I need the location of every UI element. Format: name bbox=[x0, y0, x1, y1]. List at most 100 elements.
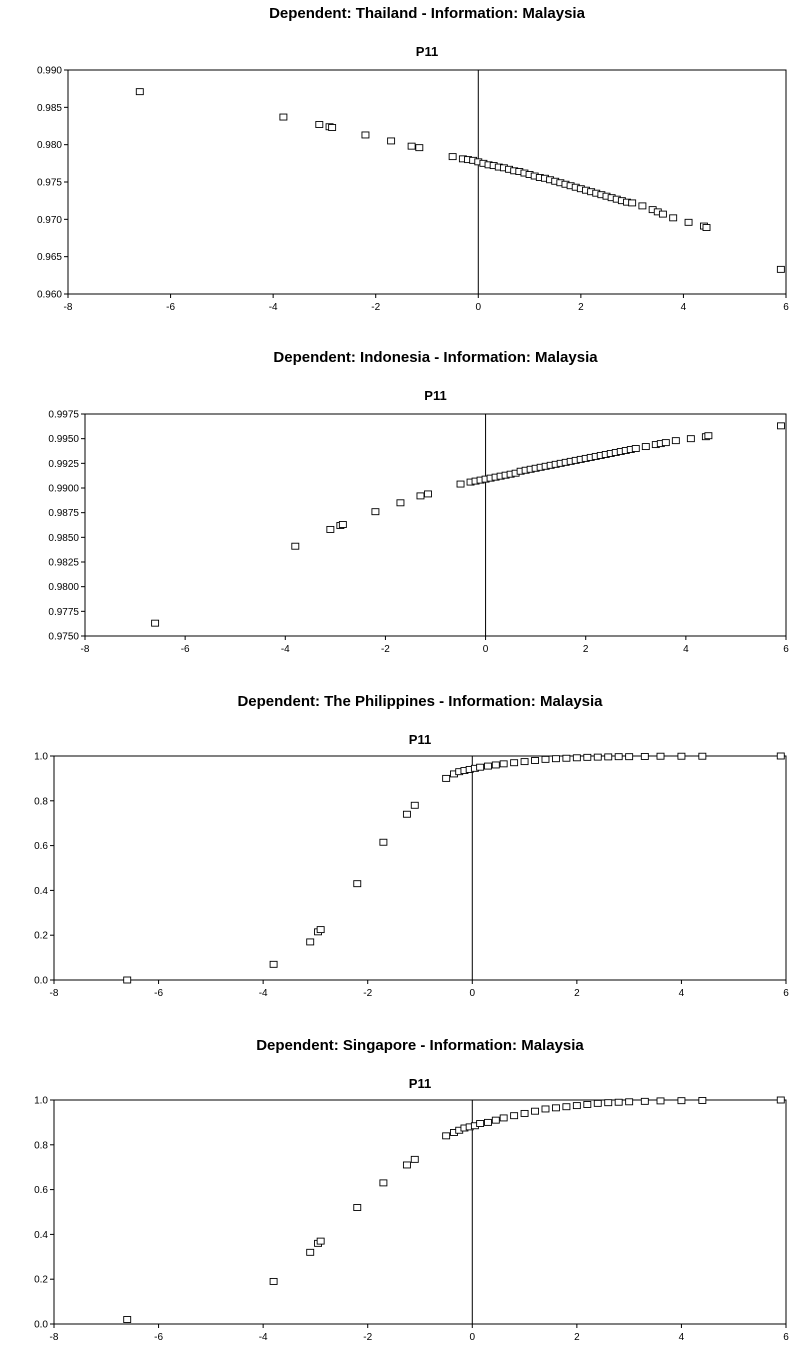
y-tick-label: 0.9975 bbox=[48, 410, 79, 421]
data-point bbox=[614, 1098, 623, 1106]
x-tick-label: 6 bbox=[783, 988, 789, 999]
y-tick-label: 0.9900 bbox=[48, 484, 79, 495]
x-tick-label: 4 bbox=[681, 302, 687, 313]
data-point bbox=[510, 759, 519, 767]
y-tick-label: 0.6 bbox=[34, 1185, 48, 1196]
x-tick-label: 2 bbox=[574, 1332, 580, 1343]
x-tick-label: -8 bbox=[50, 988, 59, 999]
y-tick-label: 0.4 bbox=[34, 1230, 48, 1241]
x-tick-label: -4 bbox=[269, 302, 278, 313]
data-point bbox=[316, 1237, 325, 1245]
y-tick-label: 0.985 bbox=[37, 103, 62, 114]
data-point bbox=[614, 753, 623, 761]
data-point bbox=[279, 113, 288, 121]
chart-title: Dependent: Singapore - Information: Mala… bbox=[256, 1037, 584, 1054]
data-point bbox=[625, 1098, 634, 1106]
y-tick-label: 0.990 bbox=[37, 66, 62, 77]
data-point bbox=[371, 508, 380, 516]
data-point bbox=[328, 124, 337, 131]
x-tick-label: -2 bbox=[363, 1332, 372, 1343]
plot-frame bbox=[53, 755, 787, 981]
data-point bbox=[484, 1118, 492, 1126]
data-point bbox=[416, 492, 425, 500]
chart-title: Dependent: Indonesia - Information: Mala… bbox=[273, 349, 598, 366]
data-point bbox=[353, 880, 362, 888]
y-tick-label: 0.9775 bbox=[48, 607, 79, 618]
x-tick-label: 4 bbox=[679, 988, 685, 999]
data-point bbox=[686, 435, 695, 443]
y-tick-label: 0.8 bbox=[34, 1140, 48, 1151]
y-tick-label: 0.975 bbox=[37, 178, 62, 189]
data-point bbox=[531, 757, 539, 764]
x-tick-label: -4 bbox=[281, 644, 290, 655]
y-tick-label: 0.9850 bbox=[48, 533, 79, 544]
data-point bbox=[551, 755, 560, 763]
data-point bbox=[562, 754, 571, 762]
chart-panel-2: Dependent: Indonesia - Information: Mala… bbox=[48, 349, 789, 655]
data-point bbox=[520, 1109, 529, 1117]
data-point bbox=[491, 1116, 500, 1124]
data-point bbox=[410, 1155, 419, 1163]
y-tick-label: 0.0 bbox=[34, 1320, 48, 1331]
x-tick-label: 0 bbox=[476, 302, 482, 313]
data-point bbox=[661, 439, 670, 447]
data-point bbox=[123, 1316, 132, 1323]
x-tick-label: -6 bbox=[181, 644, 190, 655]
y-tick-label: 1.0 bbox=[34, 1096, 48, 1107]
data-point bbox=[541, 755, 550, 763]
data-point bbox=[387, 137, 396, 145]
chart-subtitle: P11 bbox=[409, 732, 431, 747]
chart-title: Dependent: Thailand - Information: Malay… bbox=[269, 5, 586, 22]
data-point bbox=[476, 763, 485, 771]
y-tick-label: 0.4 bbox=[34, 886, 48, 897]
x-tick-label: -2 bbox=[363, 988, 372, 999]
x-tick-label: -6 bbox=[154, 1332, 163, 1343]
data-point bbox=[306, 938, 315, 946]
y-tick-label: 0.8 bbox=[34, 796, 48, 807]
x-tick-label: 2 bbox=[583, 644, 589, 655]
data-point bbox=[698, 1096, 707, 1104]
y-tick-label: 0.970 bbox=[37, 215, 62, 226]
data-point bbox=[151, 619, 160, 627]
data-point bbox=[551, 1104, 560, 1112]
data-point bbox=[499, 1114, 508, 1122]
plot-frame bbox=[84, 413, 787, 637]
data-point bbox=[776, 265, 785, 273]
y-tick-label: 0.980 bbox=[37, 140, 62, 151]
data-point bbox=[306, 1248, 315, 1256]
data-point bbox=[656, 752, 665, 760]
plot-frame bbox=[53, 1099, 787, 1325]
data-point bbox=[572, 1102, 581, 1110]
data-point bbox=[640, 752, 649, 760]
data-point bbox=[402, 810, 411, 818]
y-tick-label: 0.9800 bbox=[48, 582, 79, 593]
data-point bbox=[531, 1107, 539, 1115]
data-point bbox=[625, 753, 634, 761]
data-point bbox=[442, 1132, 451, 1140]
data-point bbox=[402, 1161, 411, 1169]
data-point bbox=[491, 761, 500, 769]
data-point bbox=[123, 976, 132, 984]
data-point bbox=[379, 838, 388, 846]
data-point bbox=[410, 801, 419, 809]
x-tick-label: -4 bbox=[259, 988, 268, 999]
data-point bbox=[583, 753, 592, 761]
data-point bbox=[593, 753, 602, 761]
chart-panel-1: Dependent: Thailand - Information: Malay… bbox=[37, 5, 789, 313]
data-point bbox=[671, 437, 680, 445]
chart-title: Dependent: The Philippines - Information… bbox=[237, 693, 603, 710]
y-tick-label: 1.0 bbox=[34, 752, 48, 763]
data-point bbox=[628, 199, 637, 207]
data-point bbox=[541, 1105, 550, 1113]
x-tick-label: -6 bbox=[154, 988, 163, 999]
data-point bbox=[407, 142, 416, 150]
plot-frame bbox=[67, 69, 787, 295]
data-point bbox=[424, 490, 432, 498]
data-point bbox=[269, 960, 278, 968]
data-point bbox=[520, 758, 529, 766]
data-point bbox=[572, 754, 581, 762]
data-point bbox=[396, 499, 405, 507]
data-point bbox=[499, 760, 508, 768]
x-tick-label: -4 bbox=[259, 1332, 268, 1343]
x-tick-label: -6 bbox=[166, 302, 175, 313]
